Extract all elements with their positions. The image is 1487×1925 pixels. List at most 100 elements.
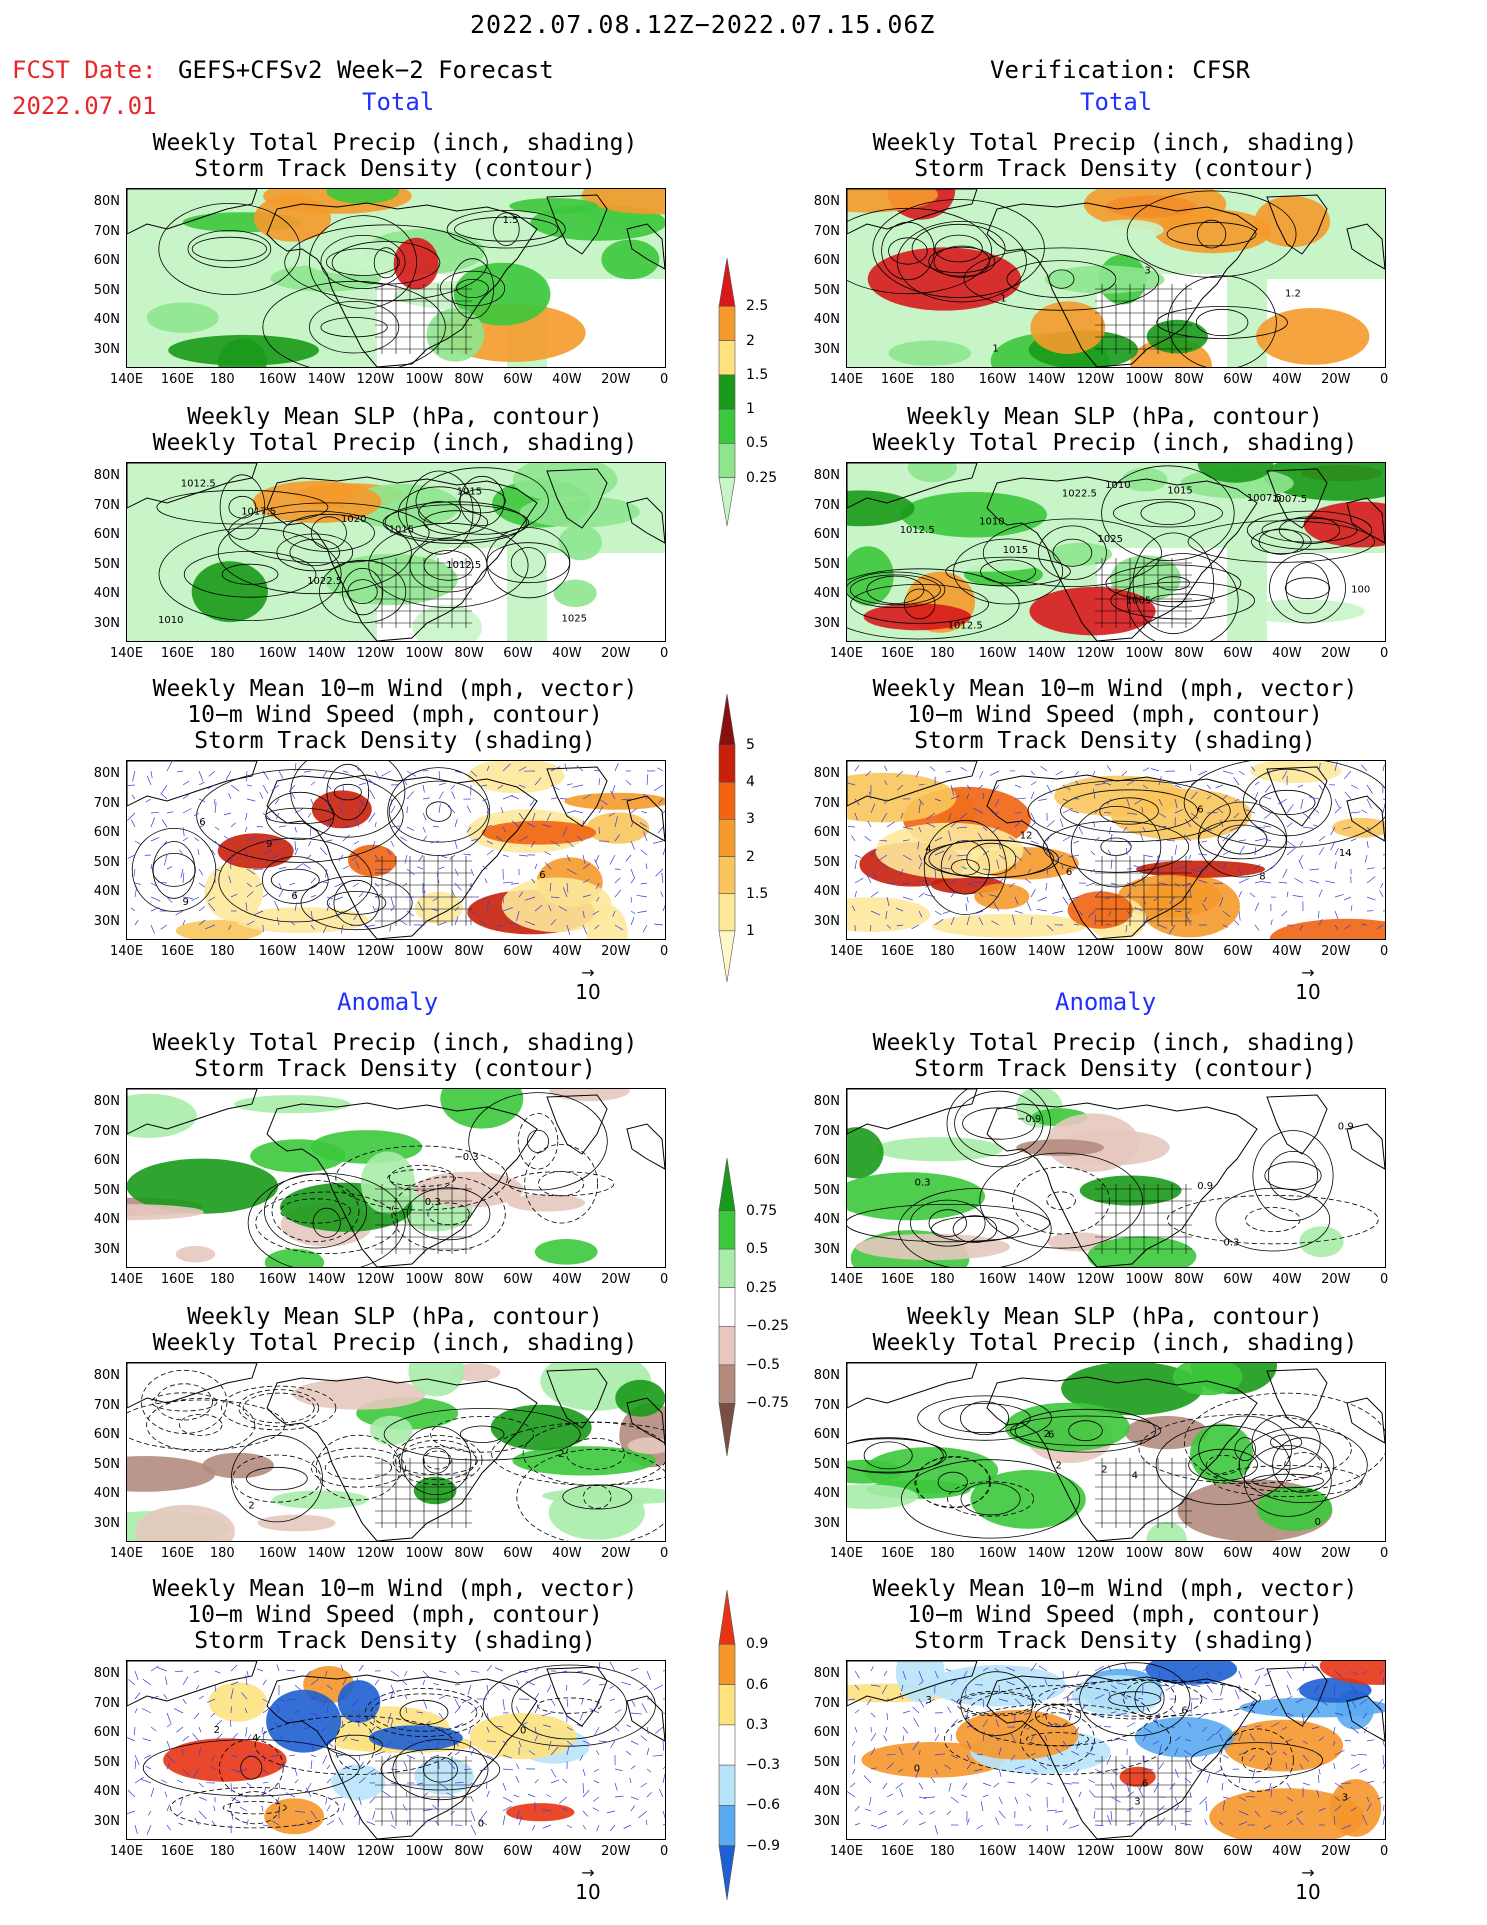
- wind-vector: [310, 1712, 318, 1717]
- wind-vector: [1206, 784, 1212, 790]
- colorbar-segment: [718, 782, 736, 820]
- contour-line: [309, 300, 400, 354]
- contour-line: [1046, 1191, 1076, 1210]
- contour-line: [127, 1399, 286, 1451]
- wind-vector: [1299, 840, 1304, 846]
- contour-line: [459, 475, 505, 527]
- wind-vector: [614, 816, 618, 828]
- wind-vector: [1126, 882, 1137, 888]
- wind-vector: [1382, 1763, 1385, 1770]
- wind-vector: [558, 1796, 568, 1804]
- wind-vector: [662, 1740, 665, 1751]
- wind-vector: [326, 1764, 331, 1770]
- wind-vector: [454, 1740, 459, 1747]
- wind-vector: [1311, 1749, 1320, 1756]
- wind-vector: [1174, 882, 1180, 888]
- wind-vector: [211, 1754, 216, 1762]
- shading-blob: [506, 1803, 575, 1822]
- wind-vector: [1238, 1796, 1246, 1802]
- wind-vector: [449, 854, 456, 860]
- wind-vector: [515, 1706, 520, 1714]
- wind-vector: [898, 1768, 904, 1773]
- wind-vector: [528, 1750, 536, 1756]
- contour-line: [1035, 1703, 1082, 1728]
- colorbar-segment: [718, 1364, 736, 1404]
- lat-tick-label: 50N: [813, 556, 840, 572]
- wind-vector: [374, 1679, 380, 1686]
- contour-line: [380, 1748, 501, 1791]
- wind-vector: [1094, 914, 1097, 926]
- wind-vector: [1382, 1804, 1385, 1812]
- wind-vector: [1014, 1698, 1022, 1705]
- wind-vector: [369, 789, 376, 800]
- contour-line: [1269, 552, 1346, 624]
- wind-vector: [1141, 875, 1144, 884]
- wind-vector: [294, 890, 297, 898]
- wind-vector: [1382, 1781, 1385, 1784]
- wind-vector: [1221, 1782, 1224, 1791]
- coastline: [266, 1376, 538, 1541]
- wind-vector: [960, 766, 968, 772]
- wind-vector: [1121, 770, 1128, 776]
- wind-vector: [1281, 770, 1288, 780]
- wind-vector: [1094, 805, 1103, 814]
- wind-vector: [278, 825, 287, 828]
- lat-tick-label: 30N: [93, 615, 120, 631]
- lat-tick-label: 60N: [93, 825, 120, 840]
- contour-label: 3: [1144, 266, 1150, 277]
- contour-line: [1198, 819, 1287, 860]
- wind-vector: [982, 1719, 988, 1728]
- lon-tick-label: 80W: [454, 1546, 484, 1561]
- wind-vector: [133, 868, 136, 877]
- lon-tick-label: 100W: [1125, 1546, 1164, 1561]
- lon-tick-label: 100W: [405, 1546, 444, 1561]
- lon-tick-label: 60W: [503, 1546, 533, 1561]
- contour-line: [1037, 1679, 1261, 1717]
- wind-vector: [230, 1796, 240, 1803]
- wind-vector: [550, 784, 560, 791]
- wind-vector: [127, 854, 136, 859]
- shading-blob: [467, 761, 565, 793]
- wind-vector: [518, 1815, 523, 1826]
- wind-vector: [422, 1679, 426, 1686]
- contour-line: [191, 236, 267, 262]
- wind-vector: [851, 905, 856, 912]
- wind-vector: [352, 882, 360, 888]
- lon-tick-label: 80W: [1174, 1272, 1204, 1287]
- wind-vector: [210, 1712, 216, 1718]
- lon-tick-label: 160E: [160, 372, 194, 387]
- wind-vector: [278, 1782, 281, 1789]
- contour-line: [454, 216, 559, 242]
- wind-vector: [405, 1791, 408, 1798]
- contour-line: [265, 807, 335, 825]
- contour-label: 9: [183, 897, 189, 908]
- contour-line: [1009, 1415, 1162, 1446]
- wind-vector: [326, 784, 332, 790]
- contour-line: [320, 317, 388, 338]
- wind-vector: [550, 1779, 560, 1784]
- lat-tick-label: 80N: [813, 766, 840, 781]
- wind-vector: [261, 1805, 264, 1812]
- coastline: [626, 795, 665, 842]
- wind-vector: [948, 812, 952, 821]
- wind-vector: [262, 812, 271, 820]
- lon-tick-label: 160E: [880, 646, 914, 661]
- wind-vector: [576, 1723, 584, 1728]
- wind-vector: [566, 1726, 573, 1731]
- wind-vector: [244, 1707, 248, 1714]
- wind-vector: [1158, 1762, 1165, 1770]
- wind-vector: [657, 767, 664, 772]
- wind-vector: [502, 1782, 507, 1791]
- wind-vector: [262, 1786, 267, 1798]
- lon-tick-label: 160E: [880, 1546, 914, 1561]
- wind-vector: [502, 1754, 513, 1759]
- coastline: [626, 1397, 665, 1444]
- wind-vector: [1062, 1819, 1068, 1826]
- lon-tick-label: 0: [1380, 646, 1389, 661]
- contour-label: 1012.5: [948, 621, 983, 632]
- colorbar-label: −0.6: [746, 1797, 780, 1814]
- panel-title-line: Storm Track Density (shading): [914, 728, 1316, 754]
- contour-line: [1238, 1427, 1368, 1503]
- fcst-date: 2022.07.01: [12, 92, 157, 120]
